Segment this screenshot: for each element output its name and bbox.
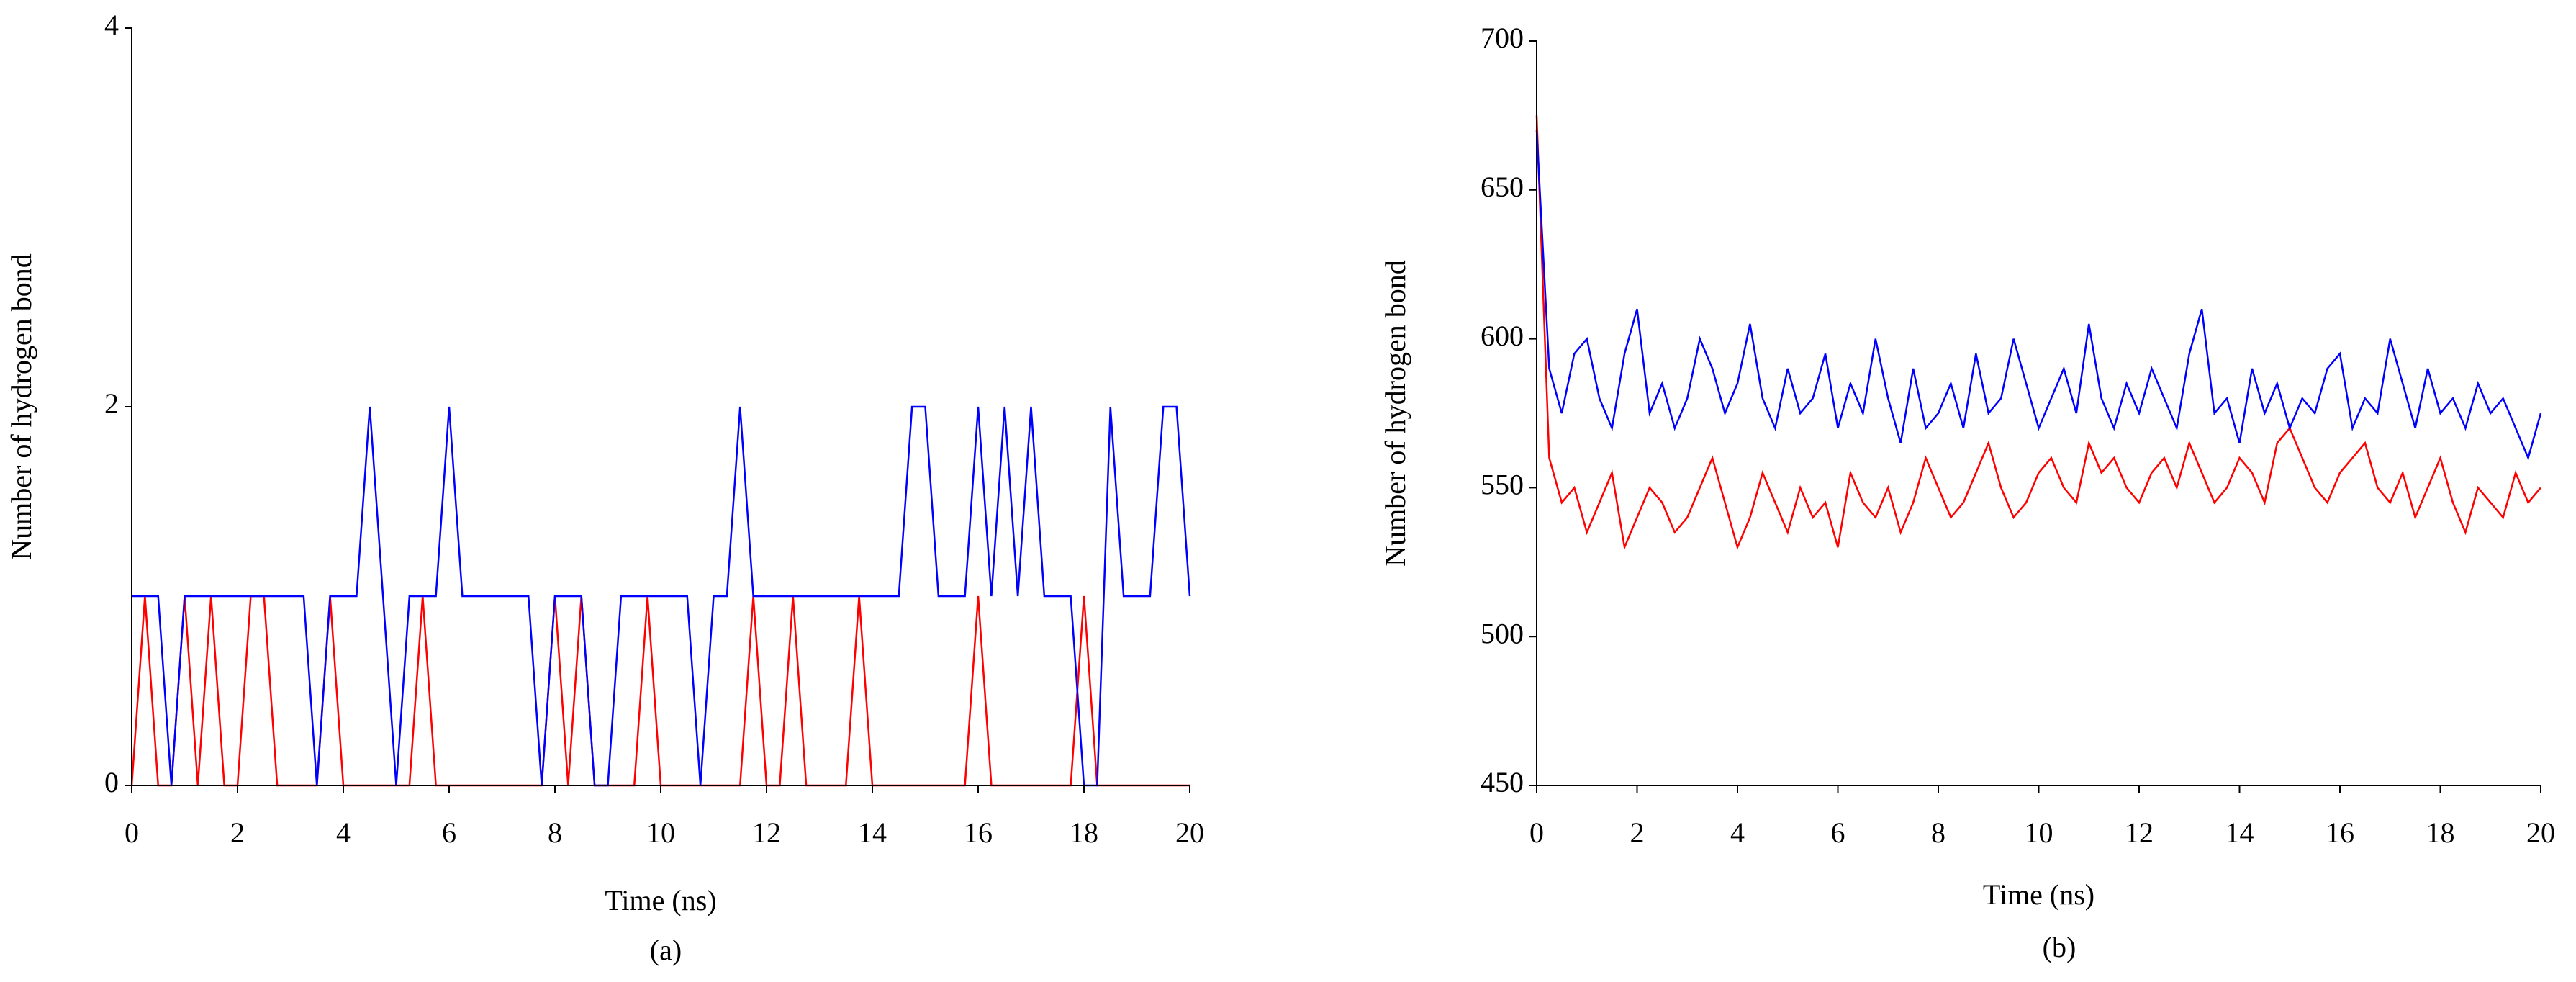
y-tick-label: 550 xyxy=(1481,469,1524,501)
x-tick-label: 6 xyxy=(1831,816,1845,849)
data-line xyxy=(1535,130,2542,461)
x-tick-label: 10 xyxy=(646,816,675,849)
x-tick-label: 2 xyxy=(230,816,245,849)
y-tick-label: 650 xyxy=(1481,171,1524,203)
x-tick-label: 18 xyxy=(2426,816,2455,849)
x-tick-label: 16 xyxy=(964,816,993,849)
data-line xyxy=(1535,115,2541,551)
y-tick-label: 600 xyxy=(1481,320,1524,352)
x-tick-label: 14 xyxy=(858,816,887,849)
data-line xyxy=(132,405,1191,787)
x-tick-label: 4 xyxy=(1730,816,1745,849)
x-tick-label: 8 xyxy=(548,816,562,849)
x-axis-label: Time (ns) xyxy=(605,884,716,916)
x-tick-label: 20 xyxy=(1175,816,1204,849)
x-tick-label: 14 xyxy=(2225,816,2254,849)
y-axis-label: Number of hydrogen bond xyxy=(1379,260,1411,566)
y-tick-label: 4 xyxy=(104,9,119,41)
x-tick-label: 12 xyxy=(752,816,781,849)
x-tick-label: 0 xyxy=(125,816,139,849)
y-tick-label: 500 xyxy=(1481,617,1524,649)
x-tick-label: 6 xyxy=(442,816,456,849)
x-tick-label: 10 xyxy=(2025,816,2053,849)
x-tick-label: 18 xyxy=(1070,816,1098,849)
y-tick-label: 450 xyxy=(1481,766,1524,798)
y-axis-label: Number of hydrogen bond xyxy=(5,253,37,559)
x-tick-label: 4 xyxy=(336,816,351,849)
x-tick-label: 2 xyxy=(1630,816,1645,849)
x-axis-label: Time (ns) xyxy=(1983,878,2094,911)
x-tick-label: 0 xyxy=(1529,816,1544,849)
panel-label: (b) xyxy=(2043,931,2076,963)
x-tick-label: 16 xyxy=(2326,816,2354,849)
x-tick-label: 20 xyxy=(2526,816,2555,849)
x-tick-label: 8 xyxy=(1931,816,1945,849)
data-line xyxy=(130,595,1190,787)
y-tick-label: 700 xyxy=(1481,22,1524,54)
panel-label: (a) xyxy=(650,934,682,966)
x-tick-label: 12 xyxy=(2125,816,2154,849)
y-tick-label: 2 xyxy=(104,387,119,420)
y-tick-label: 0 xyxy=(104,766,119,798)
